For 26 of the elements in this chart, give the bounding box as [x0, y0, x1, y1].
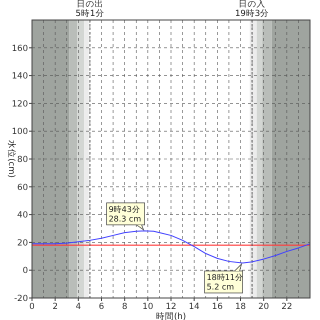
y-axis-title: 水位(cm) [6, 140, 17, 178]
y-tick-label: 160 [12, 44, 28, 54]
y-tick-label: 60 [17, 182, 28, 193]
y-tick-label: 100 [12, 127, 28, 138]
x-tick-label: 14 [188, 302, 200, 312]
x-tick-label: 18 [235, 302, 246, 312]
y-tick-label: 80 [17, 155, 28, 165]
y-tick-label: 20 [17, 238, 28, 248]
x-tick-label: 10 [142, 302, 154, 312]
x-axis-title: 時間(h) [156, 311, 186, 320]
x-tick-label: 22 [281, 302, 292, 312]
x-tick-label: 4 [76, 302, 82, 312]
annotation: 18時11分 5.2 cm [206, 272, 243, 292]
y-tick-label: 40 [17, 210, 28, 221]
annotation: 9時43分 28.3 cm [108, 204, 142, 224]
x-tick-label: 16 [212, 302, 223, 312]
y-tick-label: -20 [14, 294, 28, 304]
x-tick-label: 8 [122, 302, 128, 312]
y-tick-label: 0 [22, 266, 28, 276]
y-tick-label: 140 [12, 72, 28, 82]
x-tick-label: 12 [166, 302, 176, 312]
y-tick-label: 120 [12, 99, 28, 110]
x-tick-label: 6 [98, 302, 104, 312]
x-tick-label: 20 [258, 302, 270, 312]
x-tick-label: 0 [29, 302, 35, 312]
x-tick-label: 2 [52, 302, 58, 312]
